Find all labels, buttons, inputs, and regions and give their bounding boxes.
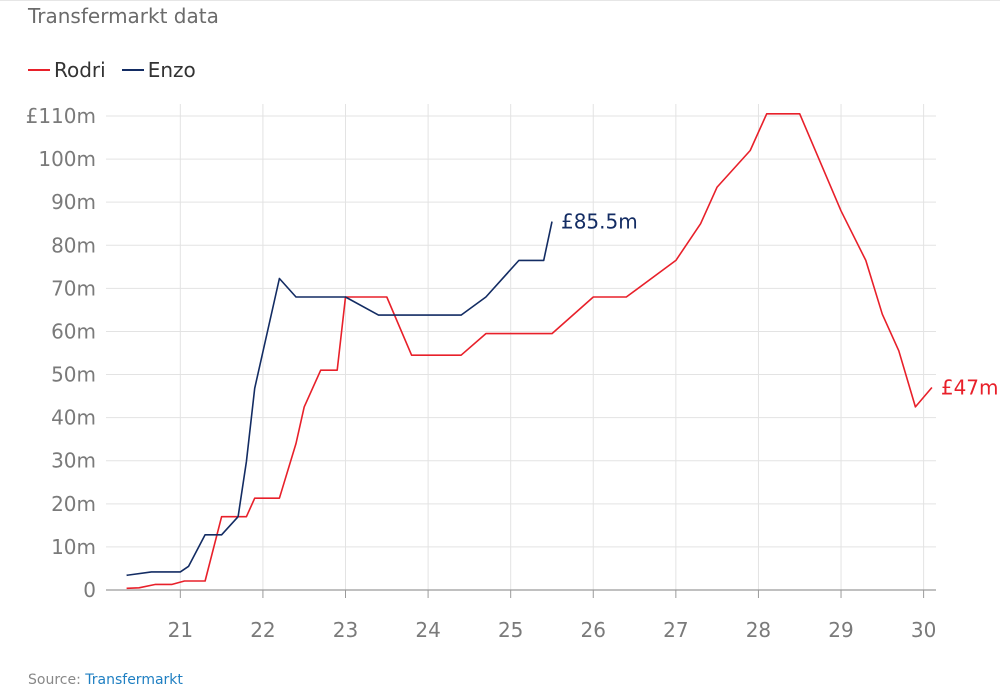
y-tick-label: 10m	[51, 535, 96, 559]
source-label: Source:	[28, 672, 81, 688]
legend: Rodri Enzo	[28, 58, 212, 82]
legend-label-rodri: Rodri	[54, 58, 106, 82]
x-tick-label: 27	[663, 618, 688, 642]
series-line-enzo	[126, 221, 553, 577]
legend-item-rodri: Rodri	[28, 58, 106, 82]
legend-label-enzo: Enzo	[147, 58, 196, 82]
end-label-enzo: £85.5m	[561, 210, 638, 234]
legend-item-enzo: Enzo	[121, 58, 196, 82]
y-tick-label: 20m	[51, 492, 96, 516]
x-tick-label: 23	[333, 618, 358, 642]
x-tick-label: 24	[415, 618, 440, 642]
chart-subtitle: Transfermarkt data	[28, 4, 219, 28]
y-tick-label: 40m	[51, 406, 96, 430]
y-tick-label: 50m	[51, 363, 96, 387]
x-tick-label: 26	[581, 618, 606, 642]
legend-swatch-enzo	[121, 69, 144, 71]
source-link[interactable]: Transfermarkt	[85, 672, 183, 688]
end-label-rodri: £47m	[941, 375, 999, 399]
x-tick-label: 22	[250, 618, 275, 642]
y-tick-label: 70m	[51, 276, 96, 300]
x-tick-label: 29	[828, 618, 853, 642]
source-note: Source: Transfermarkt	[28, 672, 183, 688]
legend-swatch-rodri	[28, 69, 50, 71]
y-tick-label: 90m	[51, 190, 96, 214]
x-tick-label: 21	[168, 618, 193, 642]
series-line-rodri	[126, 113, 933, 590]
y-tick-label: £110m	[26, 104, 96, 128]
y-tick-label: 30m	[51, 449, 96, 473]
y-tick-label: 80m	[51, 233, 96, 257]
x-tick-label: 30	[911, 618, 936, 642]
x-tick-label: 25	[498, 618, 523, 642]
y-tick-label: 60m	[51, 319, 96, 343]
x-tick-label: 28	[746, 618, 771, 642]
y-tick-label: 0	[83, 578, 96, 602]
y-tick-label: 100m	[38, 147, 96, 171]
top-divider	[0, 0, 1000, 1]
